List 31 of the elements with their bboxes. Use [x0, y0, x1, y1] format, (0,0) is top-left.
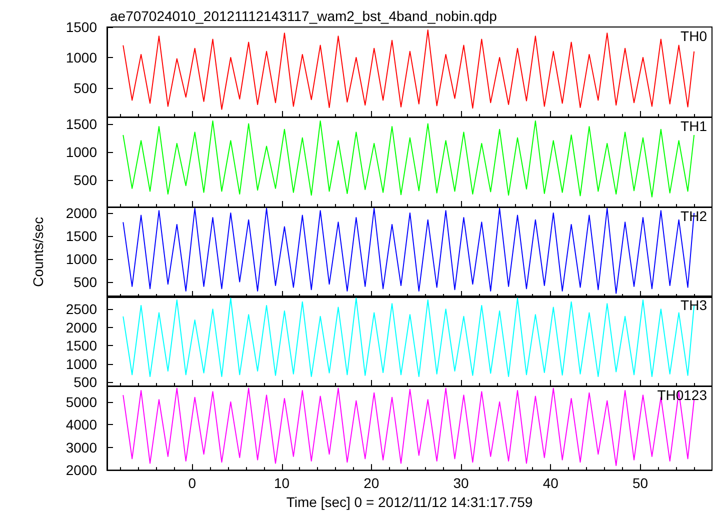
- y-tick-label: 500: [74, 374, 98, 390]
- y-tick-label: 1000: [66, 50, 98, 66]
- y-tick-label: 2000: [66, 204, 98, 221]
- x-axis-title: Time [sec] 0 = 2012/11/12 14:31:17.759: [286, 494, 533, 510]
- x-tick-label: 0: [188, 475, 196, 492]
- chart-title: ae707024010_20121112143117_wam2_bst_4band_nobin.qdp: [110, 8, 498, 24]
- y-tick-label: 2000: [66, 462, 98, 478]
- y-tick-label: 2000: [66, 320, 98, 336]
- y-tick-label: 1000: [66, 250, 98, 266]
- x-tick-label: 40: [542, 475, 559, 492]
- y-tick-label: 500: [74, 172, 98, 188]
- y-tick-label: 500: [74, 273, 98, 290]
- x-tick-label: 50: [632, 475, 648, 492]
- y-tick-label: 1500: [66, 19, 98, 35]
- series-label: TH0: [680, 28, 708, 44]
- y-tick-label: 500: [74, 80, 98, 96]
- x-tick-label: 20: [364, 475, 380, 492]
- y-tick-label: 2500: [66, 302, 98, 318]
- x-tick-label: 10: [274, 475, 290, 492]
- x-tick-label: 30: [453, 475, 470, 492]
- y-tick-label: 3000: [66, 440, 98, 456]
- y-tick-label: 1500: [66, 116, 98, 132]
- y-tick-label: 1000: [66, 144, 98, 160]
- y-tick-label: 1000: [66, 356, 98, 372]
- y-axis-title: Counts/sec: [30, 216, 46, 287]
- y-tick-label: 1500: [66, 228, 98, 244]
- y-tick-label: 5000: [66, 394, 98, 410]
- series-label: TH3: [680, 297, 708, 314]
- y-tick-label: 1500: [66, 338, 98, 354]
- series-label: TH1: [680, 118, 708, 134]
- y-tick-label: 4000: [66, 416, 98, 433]
